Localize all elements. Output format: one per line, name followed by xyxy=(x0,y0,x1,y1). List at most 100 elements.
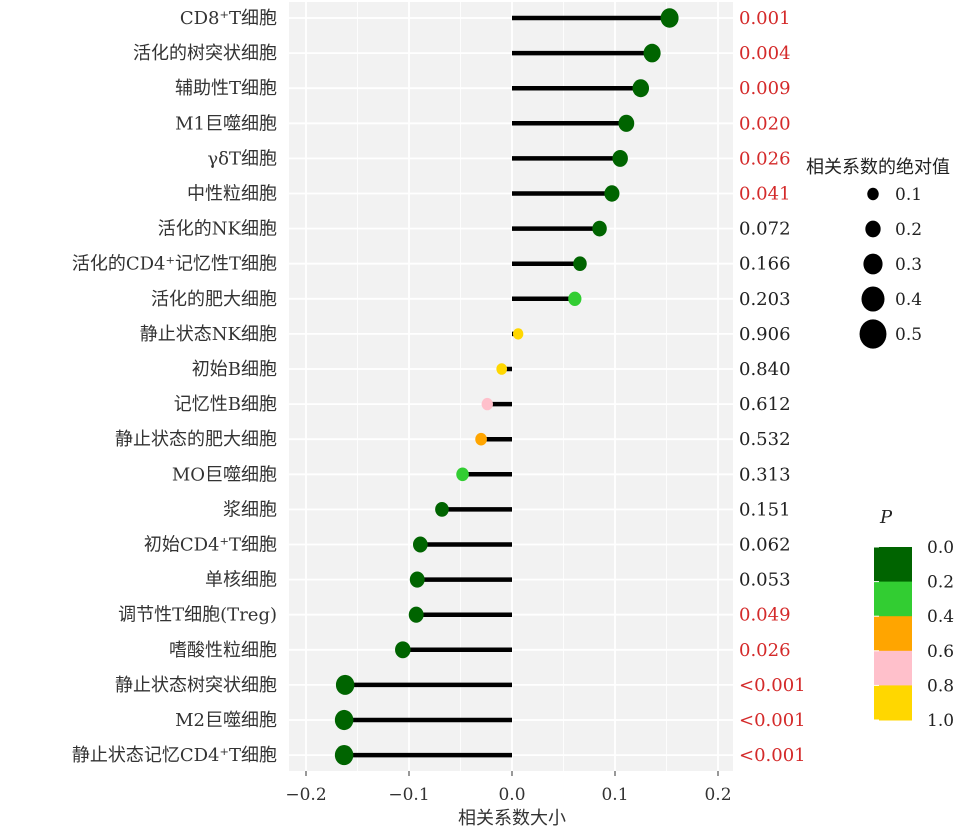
color-legend-label: 0.4 xyxy=(927,607,954,627)
category-label: 初始CD4⁺T细胞 xyxy=(144,535,277,556)
size-legend: 相关系数的绝对值 0.1 0.2 0.3 0.4 0.5 xyxy=(806,157,950,349)
color-legend-label: 0.2 xyxy=(927,573,954,593)
lollipop-points xyxy=(334,8,679,766)
p-value-label: 0.203 xyxy=(739,289,791,310)
color-legend-bin xyxy=(874,685,912,721)
size-legend-dot xyxy=(865,220,881,238)
p-value-label: 0.026 xyxy=(739,148,791,169)
category-label: 活化的CD4⁺记忆性T细胞 xyxy=(72,254,277,275)
lollipop-point xyxy=(481,397,493,411)
p-value-label: 0.612 xyxy=(739,394,791,415)
p-value-label: 0.166 xyxy=(739,254,791,275)
category-label: 静止状态NK细胞 xyxy=(140,324,277,345)
lollipop-point xyxy=(632,79,650,98)
p-value-label: 0.072 xyxy=(739,219,791,240)
p-value-label: 0.840 xyxy=(739,359,791,380)
category-label: 浆细胞 xyxy=(223,499,277,520)
p-value-label: 0.049 xyxy=(739,605,791,626)
color-legend-label: 1.0 xyxy=(927,711,954,731)
p-value-label: 0.532 xyxy=(739,429,791,450)
category-label: MO巨噬细胞 xyxy=(172,464,277,485)
lollipop-point xyxy=(335,674,355,695)
lollipop-point xyxy=(612,149,628,167)
lollipop-point xyxy=(408,606,424,623)
category-label: 单核细胞 xyxy=(205,570,277,591)
category-label: 辅助性T细胞 xyxy=(175,78,277,99)
lollipop-point xyxy=(456,467,469,482)
color-legend-bin xyxy=(874,616,912,652)
p-value-label: 0.313 xyxy=(739,464,791,485)
p-value-label: 0.026 xyxy=(739,640,791,661)
lollipop-point xyxy=(334,745,354,766)
p-value-labels: 0.001 0.004 0.009 0.020 0.026 0.041 0.072 0.166… xyxy=(739,8,806,766)
lollipop-point xyxy=(592,220,607,237)
size-legend-label: 0.4 xyxy=(895,290,922,310)
color-legend-bin xyxy=(874,650,912,686)
x-tick-label: 0.1 xyxy=(601,785,628,805)
p-value-label: 0.041 xyxy=(739,184,791,205)
p-value-label: <0.001 xyxy=(739,675,806,696)
lollipop-point xyxy=(435,501,449,517)
color-legend-label: 0.8 xyxy=(927,676,954,696)
size-legend-label: 0.3 xyxy=(895,255,922,275)
size-legend-dot xyxy=(863,253,883,275)
color-legend-title: P xyxy=(879,507,893,528)
p-value-label: 0.151 xyxy=(739,499,791,520)
category-label: M2巨噬细胞 xyxy=(175,710,277,731)
category-label: 静止状态记忆CD4⁺T细胞 xyxy=(72,745,277,766)
color-legend-bin xyxy=(874,547,912,583)
category-label: 记忆性B细胞 xyxy=(174,394,277,415)
category-label: 活化的NK细胞 xyxy=(158,219,277,240)
x-axis-ticks: −0.2 −0.1 0.0 0.1 0.2 xyxy=(285,771,732,805)
category-label: CD8⁺T细胞 xyxy=(180,8,277,29)
size-legend-label: 0.1 xyxy=(895,185,922,205)
category-label: 活化的树突状细胞 xyxy=(133,43,277,64)
p-color-legend: P 0.0 0.2 0.4 0.6 0.8 1.0 xyxy=(874,507,954,731)
lollipop-point xyxy=(412,536,428,553)
p-value-label: 0.062 xyxy=(739,535,791,556)
size-legend-dot xyxy=(867,187,879,201)
category-label: γδT细胞 xyxy=(207,148,277,169)
category-label: 活化的肥大细胞 xyxy=(151,289,277,310)
color-legend-label: 0.6 xyxy=(927,642,954,662)
lollipop-point xyxy=(573,256,587,272)
p-value-label: <0.001 xyxy=(739,710,806,731)
lollipop-point xyxy=(618,114,635,132)
color-legend-bin xyxy=(874,581,912,617)
lollipop-point xyxy=(334,709,354,731)
x-tick-label: 0.2 xyxy=(704,785,731,805)
category-label: 中性粒细胞 xyxy=(187,184,277,205)
lollipop-point xyxy=(568,291,582,307)
category-label: 静止状态的肥大细胞 xyxy=(115,429,277,450)
lollipop-point xyxy=(643,43,661,63)
p-value-label: 0.020 xyxy=(739,113,791,134)
p-value-label: 0.906 xyxy=(739,324,791,345)
x-tick-label: −0.2 xyxy=(285,785,326,805)
color-legend-label: 0.0 xyxy=(927,538,954,558)
category-label: 嗜酸性粒细胞 xyxy=(169,640,277,661)
lollipop-point xyxy=(512,328,524,340)
p-value-label: 0.004 xyxy=(739,43,791,64)
p-value-label: 0.053 xyxy=(739,570,791,591)
lollipop-point xyxy=(660,8,679,28)
lollipop-point xyxy=(475,432,487,446)
lollipop-point xyxy=(604,185,620,202)
category-label: 调节性T细胞(Treg) xyxy=(118,605,277,626)
category-label: 静止状态树突状细胞 xyxy=(115,675,277,696)
lollipop-point xyxy=(409,571,425,588)
size-legend-label: 0.5 xyxy=(895,325,922,345)
category-label: M1巨噬细胞 xyxy=(175,113,277,134)
size-legend-label: 0.2 xyxy=(895,220,922,240)
p-value-label: 0.001 xyxy=(739,8,791,29)
plot-panel xyxy=(289,2,733,771)
lollipop-point xyxy=(395,641,411,659)
p-value-label: <0.001 xyxy=(739,745,806,766)
x-axis-title: 相关系数大小 xyxy=(458,808,566,829)
p-value-label: 0.009 xyxy=(739,78,791,99)
x-tick-label: 0.0 xyxy=(498,785,525,805)
size-legend-dot xyxy=(859,319,887,349)
size-legend-title: 相关系数的绝对值 xyxy=(806,157,950,178)
lollipop-point xyxy=(496,363,508,375)
